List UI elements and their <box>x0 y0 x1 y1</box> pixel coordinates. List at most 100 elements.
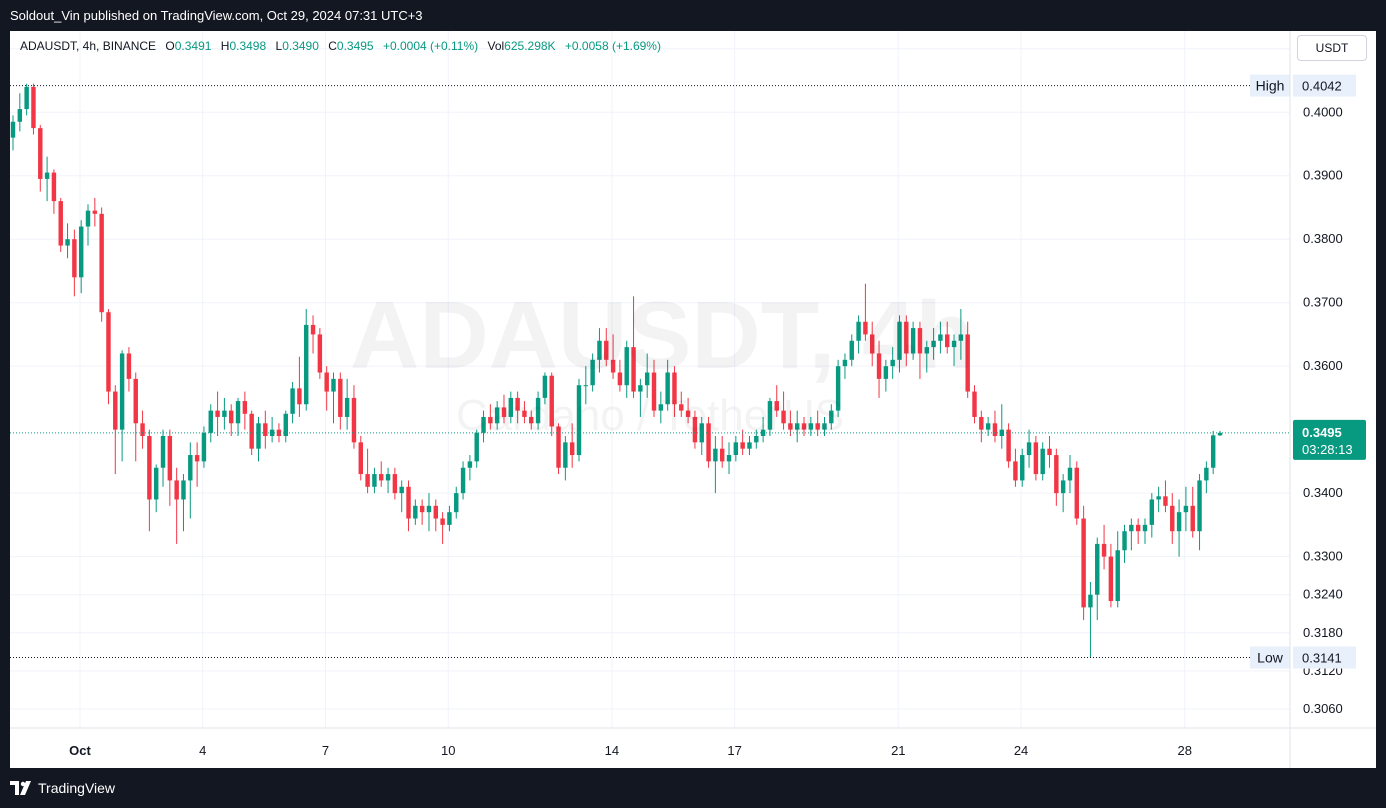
legend-vol: 625.298K <box>504 39 556 53</box>
time-tick-label: 28 <box>1177 743 1191 758</box>
candle-body <box>569 442 575 456</box>
candle-body <box>413 505 418 519</box>
candle-body <box>283 413 288 436</box>
ohlc-legend: ADAUSDT, 4h, BINANCE O0.3491 H0.3498 L0.… <box>20 39 661 53</box>
candle-body <box>263 423 268 436</box>
candle-body <box>849 340 854 360</box>
candle-body <box>876 353 882 379</box>
candle-body <box>938 334 943 341</box>
legend-symbol[interactable]: ADAUSDT, 4h, BINANCE <box>20 39 157 53</box>
candle-body <box>344 397 350 417</box>
price-tick-label: 0.3180 <box>1303 625 1343 640</box>
high-label-bg <box>1250 74 1290 97</box>
price-tick-label: 0.3600 <box>1303 358 1343 373</box>
price-tick-label: 0.3300 <box>1303 549 1343 564</box>
legend-low-label: L <box>275 39 283 53</box>
candle-body <box>638 385 643 392</box>
candle-body <box>447 512 452 525</box>
candle-body <box>194 455 200 462</box>
time-tick-label: 17 <box>727 743 741 758</box>
candle-body <box>985 423 991 430</box>
time-tick-label: 4 <box>199 743 206 758</box>
candle-body <box>713 448 718 462</box>
time-axis[interactable]: Oct 4 7 10 14 17 21 24 28 <box>10 727 1376 758</box>
candle-body <box>706 423 711 462</box>
low-label-bg <box>1250 646 1290 669</box>
candle-body <box>822 423 827 430</box>
candle-body <box>890 359 895 367</box>
price-axis[interactable]: 0.41000.40000.39000.38000.37000.36000.34… <box>1289 31 1366 768</box>
candle-body <box>842 359 848 367</box>
candle-body <box>494 407 500 424</box>
candle-body <box>365 474 370 487</box>
candle-body <box>651 372 657 411</box>
candle-body <box>529 416 534 424</box>
candle-body <box>242 401 248 414</box>
candle-body <box>801 423 807 430</box>
candle-body <box>1033 442 1039 475</box>
candle-body <box>733 442 739 456</box>
low-value-bg <box>1293 646 1356 669</box>
candle-body <box>133 378 138 424</box>
candle-body <box>222 410 227 417</box>
grid-lines <box>10 31 1290 728</box>
price-tick-label: 0.4000 <box>1303 104 1343 119</box>
candle-body <box>119 353 125 430</box>
footer: TradingView <box>0 768 1386 808</box>
candle-body <box>1054 455 1059 494</box>
candle-body <box>1074 467 1080 519</box>
price-tick-label: 0.3060 <box>1303 701 1343 716</box>
currency-button[interactable]: USDT <box>1297 35 1367 61</box>
candle-body <box>1006 429 1011 462</box>
tradingview-logo[interactable]: TradingView <box>10 768 115 808</box>
candle-body <box>440 518 445 525</box>
candle-body <box>951 340 957 348</box>
candle-body <box>85 210 91 227</box>
low-label: Low <box>1257 650 1284 666</box>
candle-body <box>78 226 84 278</box>
candle-body <box>24 86 29 110</box>
candle-body <box>1101 543 1107 557</box>
time-tick-label: 10 <box>441 743 455 758</box>
candle-body <box>679 404 684 411</box>
high-value-bg <box>1293 74 1356 97</box>
candle-body <box>92 210 98 214</box>
candle-body <box>835 366 841 411</box>
candle-body <box>726 455 732 462</box>
candle-body <box>433 505 439 519</box>
candle-body <box>249 413 254 449</box>
candle-body <box>910 328 916 354</box>
time-tick-label: 7 <box>322 743 329 758</box>
candle-body <box>1040 448 1045 475</box>
legend-open: 0.3491 <box>174 39 212 53</box>
candle-body <box>188 455 193 481</box>
current-price-badge <box>1293 419 1366 460</box>
candle-body <box>201 432 207 462</box>
candle-body <box>576 385 582 456</box>
candle-body <box>788 423 793 430</box>
candle-body <box>304 324 309 405</box>
candle-body <box>931 340 936 348</box>
candle-body <box>1013 461 1018 481</box>
candle-body <box>215 410 220 417</box>
reference-lines: High Low <box>10 74 1290 669</box>
candle-body <box>1156 496 1161 500</box>
candle-body <box>17 109 23 122</box>
candle-body <box>794 423 800 430</box>
candle-body <box>44 172 50 179</box>
candle-body <box>140 423 145 436</box>
candle-body <box>1190 505 1195 532</box>
legend-vol-label: Vol <box>487 39 505 53</box>
candle-body <box>147 435 152 500</box>
legend-change: +0.0004 (+0.11%) <box>382 39 479 53</box>
candle-body <box>406 486 411 519</box>
candle-body <box>31 86 36 129</box>
time-tick-label: 14 <box>605 743 619 758</box>
legend-open-label: O <box>165 39 175 53</box>
candle-body <box>644 372 650 386</box>
candle-body <box>863 321 868 335</box>
candle-body <box>385 474 391 481</box>
candle-body <box>904 321 909 354</box>
